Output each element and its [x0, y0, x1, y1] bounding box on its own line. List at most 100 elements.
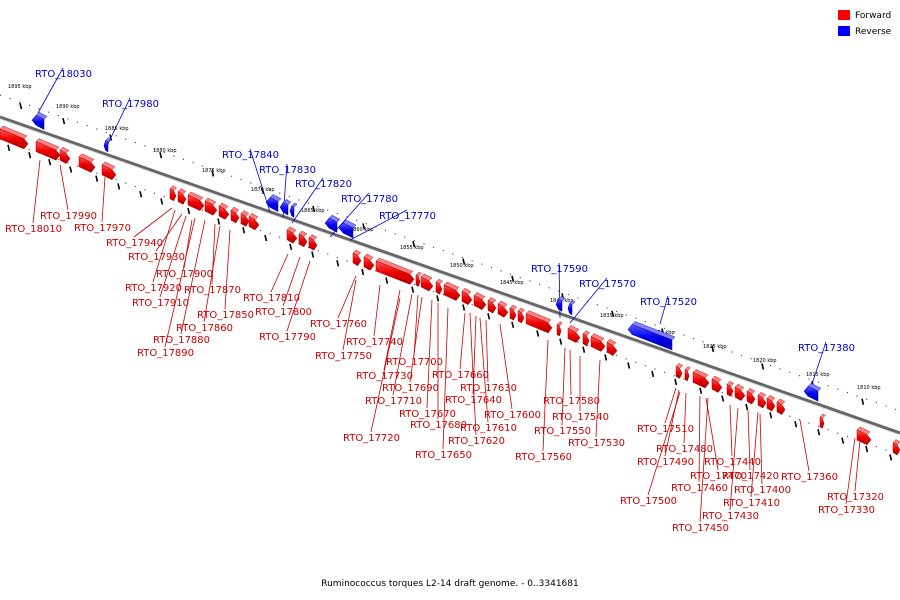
leader-line	[485, 319, 489, 383]
gene-label-rto-17870: RTO_17870	[184, 285, 241, 296]
forward-gene-feature	[101, 161, 117, 181]
leader-line	[373, 284, 381, 337]
gene-label-rto-17360: RTO_17360	[781, 472, 838, 483]
gene-label-rto-17780: RTO_17780	[341, 194, 398, 205]
gene-label-rto-17750: RTO_17750	[315, 351, 372, 362]
forward-strand-mark	[139, 190, 143, 198]
gene-label-rto-17930: RTO_17930	[128, 252, 185, 263]
tick-label-2: 1885 kbp	[105, 126, 129, 132]
leader-line	[155, 213, 183, 252]
reverse-strand-mark	[19, 102, 23, 110]
leader-line	[159, 215, 187, 298]
leader-line	[211, 223, 216, 285]
forward-strand-mark	[721, 395, 725, 402]
reverse-gene-feature	[103, 137, 112, 153]
forward-gene-feature	[856, 426, 872, 446]
forward-gene-feature	[230, 206, 240, 224]
gene-label-rto-17530: RTO_17530	[568, 438, 625, 449]
leader-line	[569, 349, 572, 396]
reverse-strand-mark	[611, 310, 615, 318]
reverse-gene-feature	[289, 202, 298, 218]
gene-label-rto-17970: RTO_17970	[74, 223, 131, 234]
gene-label-rto-17910: RTO_17910	[132, 298, 189, 309]
leader-line	[469, 312, 477, 436]
gene-label-rto-17430: RTO_17430	[702, 511, 759, 522]
legend-swatch-forward	[838, 10, 850, 20]
gene-label-rto-17520: RTO_17520	[640, 297, 697, 308]
forward-gene-feature	[375, 257, 415, 285]
leader-line	[699, 397, 709, 523]
leader-line	[499, 323, 513, 410]
gene-label-rto-17940: RTO_17940	[106, 238, 163, 249]
legend-label-reverse: Reverse	[855, 27, 892, 37]
forward-strand-mark	[242, 227, 246, 234]
reverse-strand-mark	[861, 398, 865, 405]
forward-gene-feature	[746, 388, 756, 405]
gene-label-rto-17880: RTO_17880	[153, 335, 210, 346]
forward-gene-feature	[218, 202, 230, 220]
gene-label-rto-17580: RTO_17580	[543, 396, 600, 407]
leader-line	[854, 439, 861, 492]
gene-label-rto-17330: RTO_17330	[818, 505, 875, 516]
gene-label-rto-17670: RTO_17670	[399, 409, 456, 420]
gene-label-rto-17720: RTO_17720	[343, 433, 400, 444]
leader-line	[561, 347, 566, 426]
gene-label-rto-17860: RTO_17860	[176, 323, 233, 334]
gene-label-rto-17770: RTO_17770	[379, 211, 436, 222]
reverse-strand-mark	[159, 151, 163, 159]
gene-label-rto-17590: RTO_17590	[531, 264, 588, 275]
leader-line	[747, 409, 751, 471]
leader-line	[413, 294, 419, 357]
forward-strand-mark	[889, 454, 893, 461]
reverse-strand-mark	[312, 205, 316, 213]
leader-line	[845, 437, 856, 505]
forward-strand-mark	[7, 144, 11, 151]
leader-line	[383, 289, 401, 371]
tick-label-0: 1895 kbp	[8, 84, 32, 90]
forward-gene-feature	[675, 363, 683, 379]
genome-backbone-shadow	[0, 118, 900, 436]
gene-label-rto-17710: RTO_17710	[365, 396, 422, 407]
forward-gene-feature	[684, 366, 691, 382]
tick-label-1: 1890 kbp	[56, 104, 80, 110]
leader-line	[282, 256, 301, 307]
forward-gene-feature	[734, 383, 746, 401]
legend-label-forward: Forward	[855, 11, 891, 21]
reverse-gene-feature	[627, 321, 676, 351]
forward-gene-feature	[487, 297, 497, 314]
tick-label-12: 1835 kbp	[600, 313, 624, 319]
forward-gene-feature	[556, 321, 563, 337]
forward-gene-feature	[35, 138, 61, 161]
forward-strand-mark	[511, 321, 515, 328]
gene-label-rto-17680: RTO_17680	[410, 420, 467, 431]
gene-label-rto-17470: RTO_17470	[690, 471, 747, 482]
tick-label-6: 1865 kbp	[301, 208, 325, 214]
leader-line	[101, 176, 106, 223]
forward-gene-feature	[420, 273, 434, 292]
tick-label-4: 1875 kbp	[202, 168, 226, 174]
leader-line	[542, 339, 549, 452]
tick-label-8: 1855 kbp	[400, 245, 424, 251]
gene-label-rto-17550: RTO_17550	[534, 426, 591, 437]
gene-label-rto-17320: RTO_17320	[827, 492, 884, 503]
gene-label-rto-17630: RTO_17630	[460, 383, 517, 394]
forward-gene-feature	[726, 381, 734, 397]
reverse-gene-feature	[265, 194, 282, 213]
forward-strand-mark	[651, 370, 655, 378]
forward-gene-feature	[59, 146, 71, 164]
gene-label-rto-17460: RTO_17460	[671, 483, 728, 494]
leader-line	[32, 159, 41, 224]
leader-line	[759, 413, 763, 485]
gene-label-rto-17760: RTO_17760	[310, 319, 367, 330]
tick-label-7: 1860 kbp	[350, 227, 374, 233]
leader-line	[698, 395, 701, 483]
leader-line	[337, 275, 357, 319]
gene-label-rto-17600: RTO_17600	[484, 410, 541, 421]
reverse-gene-feature	[338, 219, 357, 239]
gene-label-rto-17740: RTO_17740	[346, 337, 403, 348]
gene-label-rto-17900: RTO_17900	[156, 269, 213, 280]
reverse-strand-mark	[711, 345, 715, 353]
leader-line	[799, 419, 810, 472]
genome-backbone	[0, 115, 900, 435]
